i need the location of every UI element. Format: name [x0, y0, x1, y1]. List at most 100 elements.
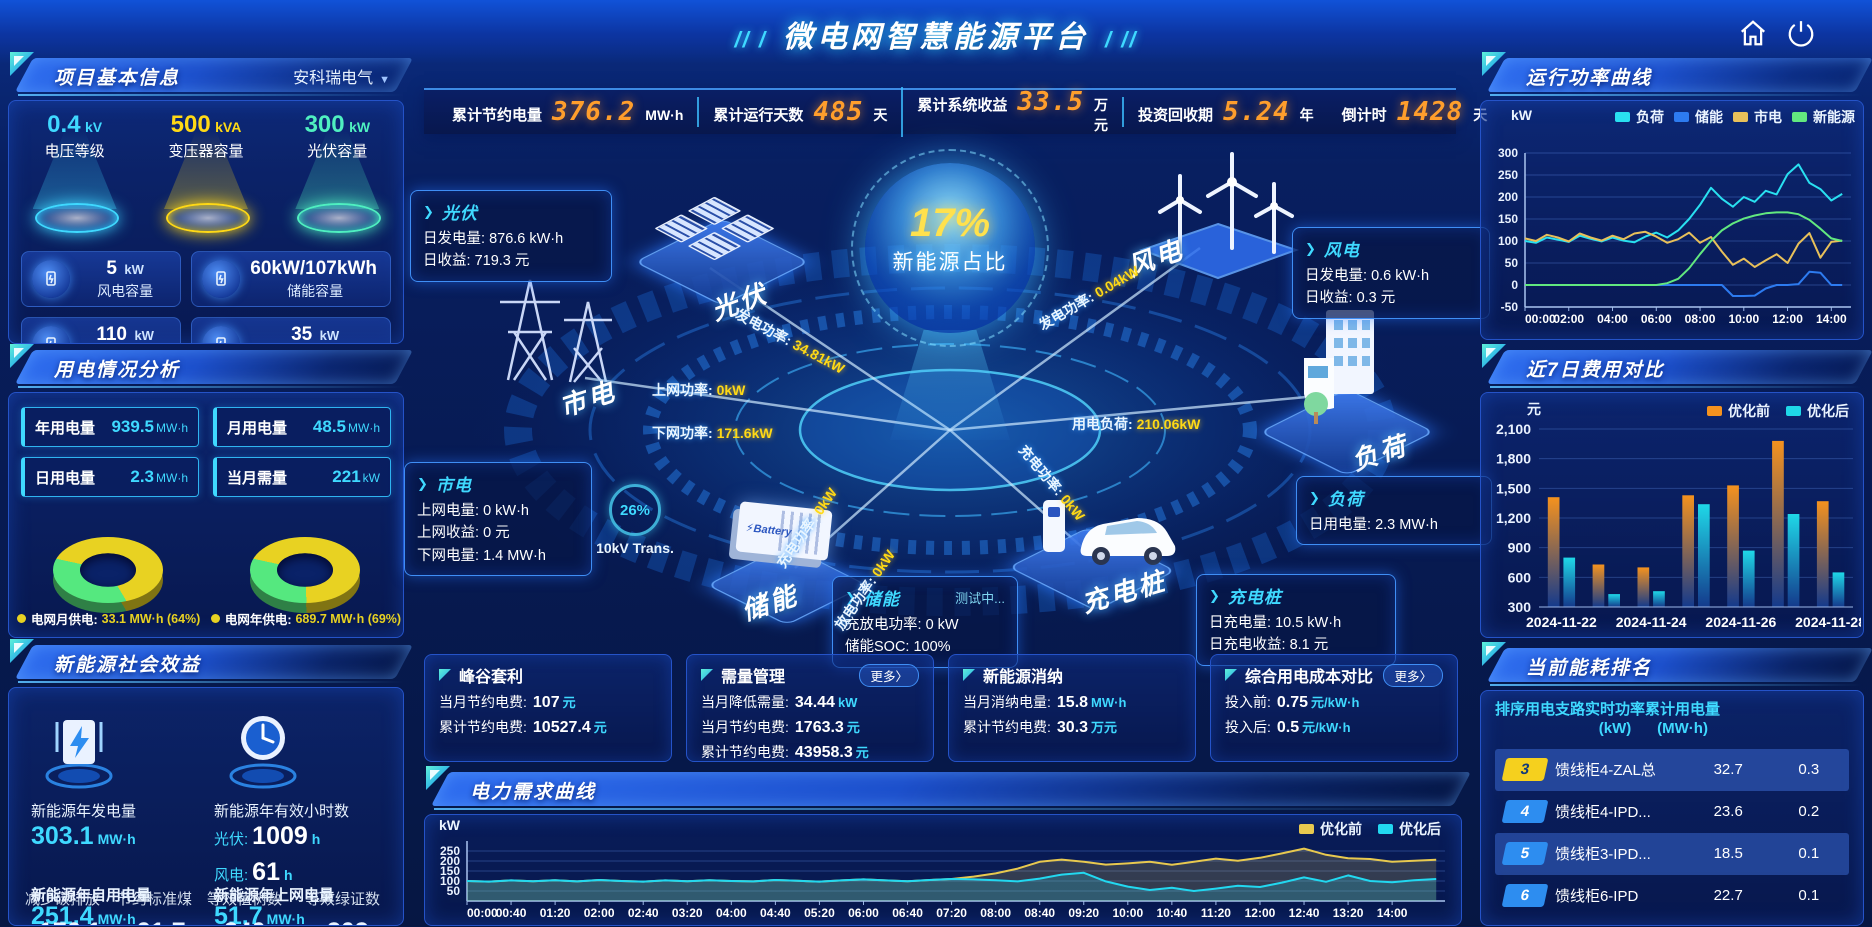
svg-text:200: 200 [1498, 190, 1518, 204]
cone-pedestal [34, 203, 119, 233]
panel-demand-curve-header: 电力需求曲线 [424, 766, 1472, 810]
card-value: 5 [106, 257, 117, 279]
grid-info-box: ❯ 市电 上网电量: 0 kW·h 上网收益: 0 元下网电量: 1.4 MW·h [404, 462, 592, 577]
svg-text:12:40: 12:40 [1289, 906, 1320, 920]
svg-text:2024-11-26: 2024-11-26 [1705, 614, 1776, 630]
pv-info-box: ❯ 光伏 日发电量: 876.6 kW·h 日收益: 719.3 元 [410, 190, 612, 282]
benefit-value: 风电: 61 h [214, 858, 293, 886]
svg-text:08:40: 08:40 [1024, 906, 1055, 920]
card-unit: kW [319, 327, 340, 343]
legend-item[interactable]: 优化后 [1786, 401, 1849, 421]
legend-swatch [1378, 824, 1393, 834]
table-row[interactable]: 4 馈线柜4-IPD... 23.6 0.2 [1495, 791, 1849, 833]
ranking-table-body: 3 馈线柜4-ZAL总 32.7 0.3 4 馈线柜4-IPD... 23.6 … [1495, 748, 1849, 917]
transmission-tower-icon [500, 279, 612, 383]
svg-text:1,200: 1,200 [1496, 510, 1531, 526]
cone-unit: kV [85, 119, 103, 135]
capacity-card: 60kW/107kWh 储能容量 [191, 251, 391, 307]
flow-load: 用电负荷: 210.06kW [1072, 416, 1201, 432]
legend-swatch [1299, 824, 1314, 834]
benefit-value: 303张 [327, 918, 387, 925]
svg-text:150: 150 [440, 864, 460, 878]
benefit-label: 等效植树数 [207, 891, 283, 908]
panel-run-power: 运行功率曲线 kW 负荷 储能 市电 新能源 300 250 200 150 100 50 0 -5… [1480, 52, 1872, 340]
table-row[interactable]: 3 馈线柜4-ZAL总 32.7 0.3 [1495, 748, 1849, 791]
kpi-stats-bar: 累计节约电量 376.2 MW·h 累计运行天数 485 天 累计系统收益 33… [424, 87, 1487, 137]
more-button[interactable]: 更多〉 [859, 663, 919, 687]
benefit-cards-row: 峰谷套利 当月节约电费: 107 元 累计节约电费: 10527.4 元 需量管理 更多… [424, 654, 1458, 762]
card-value: 110 [96, 323, 127, 344]
legend-item[interactable]: 优化前 [1299, 819, 1362, 839]
panel-energy-ranking-header: 当前能耗排名 [1480, 642, 1872, 686]
company-selector[interactable]: 安科瑞电气 ▼ [293, 70, 390, 87]
svg-text:12:00: 12:00 [1245, 906, 1276, 920]
load-info-box: ❯ 负荷 日用电量: 2.3 MW·h [1296, 476, 1492, 546]
rank-badge: 4 [1501, 800, 1549, 823]
table-row[interactable]: 6 馈线柜6-IPD 22.7 0.1 [1495, 875, 1849, 917]
panel-demand-curve: 电力需求曲线 kW 优化前 优化后 250 200 150 100 50 00:00 00:4… [424, 766, 1472, 926]
legend-item: 新能源年消纳: 303.8 MW·h (31%) [211, 634, 403, 638]
home-icon[interactable] [1738, 18, 1768, 48]
card-value: 35 [291, 323, 313, 344]
svg-text:06:40: 06:40 [892, 906, 923, 920]
capacity-cones: 0.4 kV 电压等级 500 kVA 变压器容量 [9, 101, 403, 239]
svg-text:13:20: 13:20 [1333, 906, 1364, 920]
legend-item: 新能源月消纳: 19 MW·h (36%) [17, 634, 203, 638]
svg-text:900: 900 [1508, 540, 1532, 556]
kpi-segment: 投资回收期 5.24 年 [1122, 97, 1328, 127]
legend-swatch [1707, 406, 1722, 416]
cost-compare-chart: 300 600 900 1,200 1,500 1,800 2,100 2024-11-22 2… [1496, 421, 1861, 630]
kpi-segment: 累计节约电量 376.2 MW·h [452, 97, 684, 127]
svg-text:04:00: 04:00 [716, 906, 747, 920]
realtime-power: 32.7 [1713, 761, 1743, 778]
donut-year [230, 511, 380, 613]
donut-charts [9, 511, 403, 613]
legend-item[interactable]: 负荷 [1615, 107, 1664, 127]
chevron-right-icon: ❯ [417, 475, 428, 491]
capacity-cards: 5 kW 风电容量 60kW/107kWh [9, 239, 403, 344]
svg-text:08:00: 08:00 [980, 906, 1011, 920]
cost-compare-legend: 优化前 优化后 [1707, 401, 1849, 421]
legend-swatch [1792, 112, 1807, 122]
legend-item[interactable]: 储能 [1674, 107, 1723, 127]
legend-item[interactable]: 优化前 [1707, 401, 1770, 421]
power-icon[interactable] [1786, 18, 1816, 48]
svg-text:14:00: 14:00 [1377, 906, 1408, 920]
panel-title: 用电情况分析 [54, 360, 181, 381]
transformer-load-percent: 26% [609, 484, 661, 536]
flow-pv-generation: 发电功率: 34.81kW [733, 305, 848, 377]
benefit-card: 需量管理 更多〉 当月降低需量: 34.44 kW 当月节约电费: 1763.3 元 累… [686, 654, 934, 762]
svg-text:04:00: 04:00 [1597, 312, 1628, 326]
legend-item[interactable]: 市电 [1733, 107, 1782, 127]
card-corner-icon [1225, 669, 1237, 681]
legend-item: 电网月供电: 33.1 MW·h (64%) [17, 609, 203, 628]
panel-run-power-header: 运行功率曲线 [1480, 52, 1872, 96]
legend-item[interactable]: 优化后 [1378, 819, 1441, 839]
renewable-share-sphere: 17% 新能源占比 [851, 149, 1049, 347]
donut-legend-month: 电网月供电: 33.1 MW·h (64%) 新能源月消纳: 19 MW·h (… [17, 609, 203, 638]
panel-title: 项目基本信息 [54, 68, 181, 89]
column-header: 用电支路 [1525, 701, 1586, 718]
kpi-value: 485 [813, 97, 864, 127]
capacity-cone: 0.4 kV 电压等级 [19, 111, 131, 239]
more-button[interactable]: 更多〉 [1383, 663, 1443, 687]
card-corner-icon [439, 669, 451, 681]
svg-text:00:40: 00:40 [496, 906, 527, 920]
table-row[interactable]: 5 馈线柜3-IPD... 18.5 0.1 [1495, 832, 1849, 875]
svg-text:300: 300 [1508, 599, 1532, 615]
svg-text:03:20: 03:20 [672, 906, 703, 920]
panel-title: 电力需求曲线 [470, 782, 597, 803]
kpi-value: 5.24 [1223, 97, 1290, 127]
panel-usage-analysis: 用电情况分析 年用电量 939.5 MW·h 月用电量 48.5 MW·h 日用电量… [8, 344, 414, 638]
cone-value: 500 [170, 111, 211, 138]
donut-legends: 电网月供电: 33.1 MW·h (64%) 新能源月消纳: 19 MW·h (… [9, 603, 403, 638]
legend-item[interactable]: 新能源 [1792, 107, 1855, 127]
chevron-right-icon: ❯ [1305, 240, 1316, 256]
benefit-value: 251.4 MW·h [31, 902, 136, 926]
rank-badge: 6 [1501, 884, 1549, 907]
total-energy: 0.1 [1798, 887, 1820, 904]
total-energy: 0.3 [1798, 761, 1820, 778]
